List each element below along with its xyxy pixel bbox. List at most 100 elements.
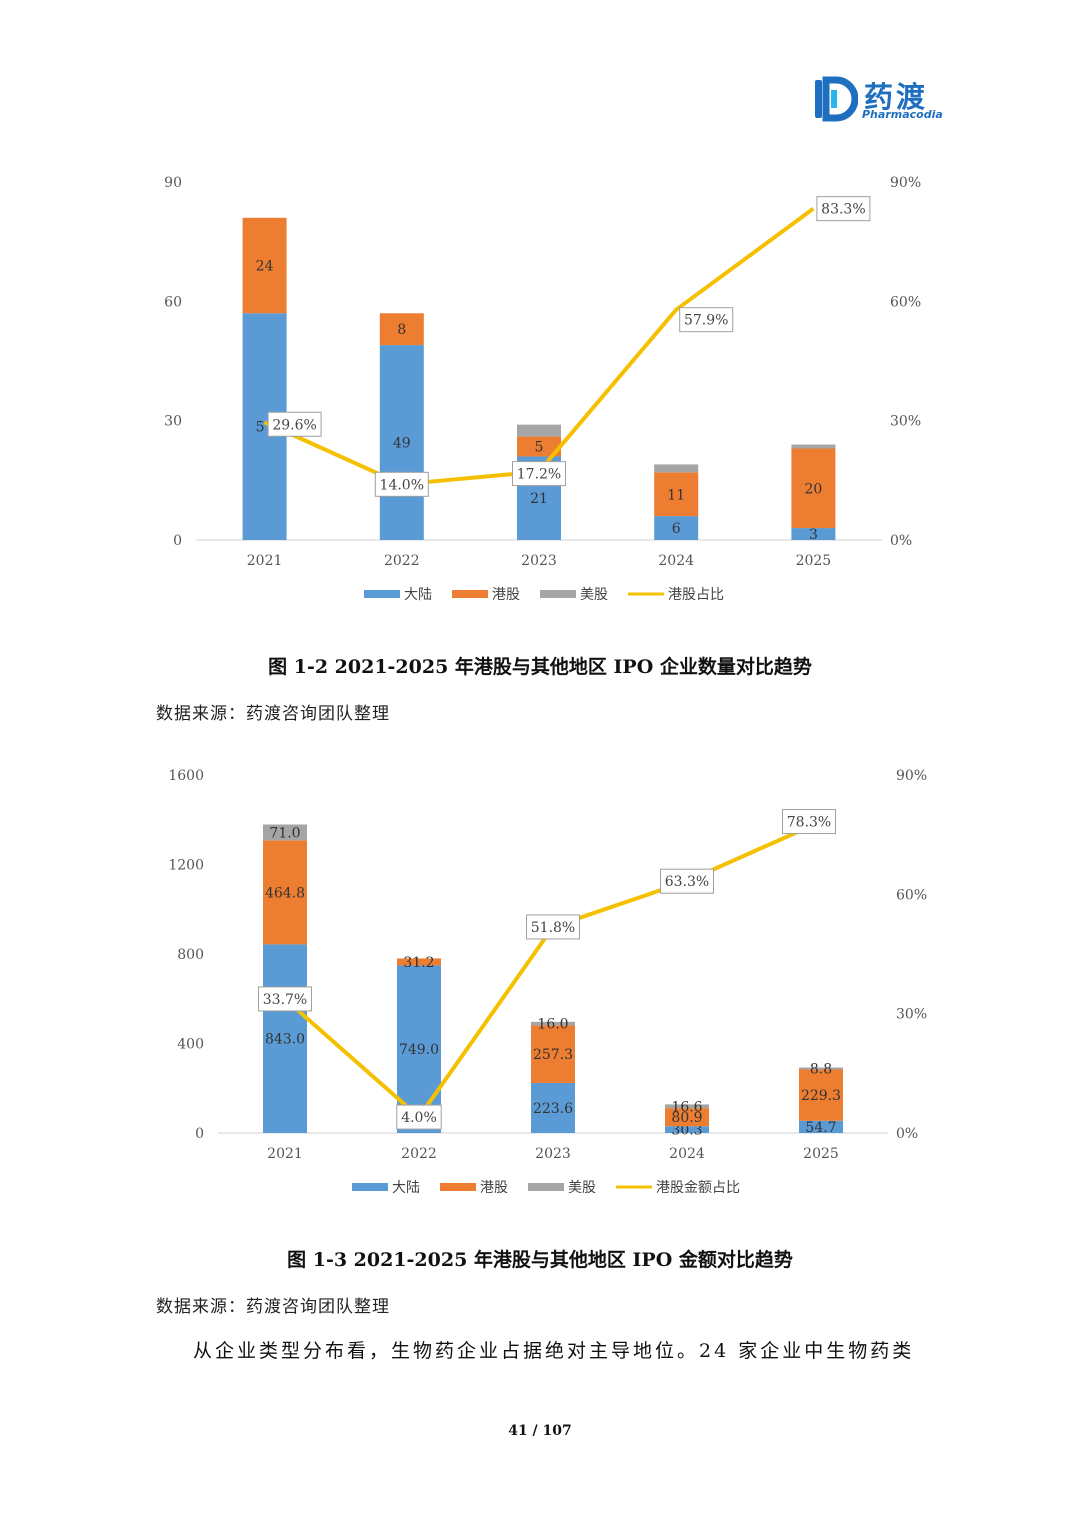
bar-data-label: 3 bbox=[809, 527, 818, 543]
bar-data-label: 49 bbox=[393, 436, 411, 452]
legend-label: 大陆 bbox=[404, 587, 432, 603]
ratio-label-box bbox=[396, 1104, 442, 1130]
y-tick-label: 1600 bbox=[168, 768, 204, 784]
legend-label: 港股 bbox=[492, 587, 520, 603]
x-tick-label: 2024 bbox=[669, 1146, 705, 1162]
x-tick-label: 2022 bbox=[384, 553, 420, 569]
bar-data-label: 11 bbox=[667, 487, 685, 503]
x-tick-label: 2021 bbox=[247, 553, 283, 569]
bar-data-label: 8.8 bbox=[810, 1061, 832, 1077]
bar-hk bbox=[242, 217, 287, 314]
ratio-label-box bbox=[267, 411, 322, 437]
legend-swatch bbox=[364, 590, 400, 598]
bar-us bbox=[531, 1021, 575, 1026]
ratio-label-box bbox=[374, 471, 429, 497]
ratio-label-box bbox=[816, 196, 871, 222]
x-tick-label: 2025 bbox=[796, 553, 832, 569]
legend-label: 港股金额占比 bbox=[656, 1180, 740, 1196]
bar-data-label: 749.0 bbox=[399, 1042, 439, 1058]
ratio-data-label: 17.2% bbox=[517, 467, 561, 483]
y2-tick-label: 60% bbox=[890, 294, 921, 310]
bar-data-label: 229.3 bbox=[801, 1088, 841, 1104]
bar-mainland bbox=[379, 345, 424, 540]
x-tick-label: 2023 bbox=[521, 553, 557, 569]
bar-hk bbox=[791, 448, 836, 529]
logo-mark-icon bbox=[815, 76, 859, 122]
bar-data-label: 6 bbox=[672, 521, 681, 537]
y-tick-label: 60 bbox=[164, 294, 182, 310]
bar-data-label: 31.2 bbox=[403, 955, 434, 971]
logo-name: 药渡 bbox=[864, 80, 929, 114]
legend-swatch bbox=[528, 1183, 564, 1191]
bar-data-label: 21 bbox=[530, 491, 548, 507]
y-tick-label: 800 bbox=[177, 947, 204, 963]
x-tick-label: 2023 bbox=[535, 1146, 571, 1162]
bar-data-label: 80.9 bbox=[671, 1110, 702, 1126]
legend-swatch bbox=[452, 590, 488, 598]
bar-data-label: 24 bbox=[256, 259, 274, 275]
bar-us bbox=[654, 464, 699, 473]
y2-tick-label: 30% bbox=[896, 1007, 927, 1023]
bar-hk bbox=[263, 840, 307, 945]
y-tick-label: 90 bbox=[164, 175, 182, 191]
figure-1-2-source: 数据来源：药渡咨询团队整理 bbox=[156, 704, 390, 724]
bar-data-label: 5 bbox=[535, 440, 544, 456]
bar-us bbox=[665, 1104, 709, 1109]
bar-hk bbox=[665, 1108, 709, 1127]
bar-mainland bbox=[654, 516, 699, 540]
ratio-data-label: 4.0% bbox=[401, 1110, 437, 1126]
page-number: 41 / 107 bbox=[508, 1423, 572, 1439]
ratio-data-label: 14.0% bbox=[380, 477, 424, 493]
ratio-label-box bbox=[679, 307, 734, 333]
ratio-label-box bbox=[660, 868, 714, 894]
bar-data-label: 71.0 bbox=[269, 825, 300, 841]
y-tick-label: 0 bbox=[173, 533, 182, 549]
bar-data-label: 464.8 bbox=[265, 885, 305, 901]
y2-tick-label: 90% bbox=[896, 768, 927, 784]
x-tick-label: 2024 bbox=[658, 553, 694, 569]
y2-tick-label: 60% bbox=[896, 887, 927, 903]
bar-data-label: 257.3 bbox=[533, 1047, 573, 1063]
bar-us bbox=[517, 424, 561, 437]
ratio-data-label: 29.6% bbox=[272, 417, 316, 433]
legend-label: 美股 bbox=[580, 587, 608, 603]
x-tick-label: 2022 bbox=[401, 1146, 437, 1162]
legend-swatch bbox=[352, 1183, 388, 1191]
legend-swatch bbox=[440, 1183, 476, 1191]
y2-tick-label: 0% bbox=[896, 1126, 918, 1142]
bar-mainland bbox=[799, 1120, 843, 1133]
legend-label: 港股占比 bbox=[668, 587, 724, 603]
bar-hk bbox=[799, 1069, 843, 1121]
ratio-data-label: 78.3% bbox=[787, 815, 831, 831]
bar-us bbox=[791, 444, 836, 449]
bar-data-label: 8 bbox=[397, 322, 406, 338]
y-tick-label: 400 bbox=[177, 1037, 204, 1053]
bar-data-label: 16.6 bbox=[671, 1099, 702, 1115]
ratio-label-box bbox=[512, 461, 566, 487]
bar-mainland bbox=[665, 1126, 709, 1133]
bar-data-label: 20 bbox=[804, 481, 822, 497]
logo-subtitle: Pharmacodia bbox=[862, 108, 943, 121]
body-paragraph: 从企业类型分布看，生物药企业占据绝对主导地位。24 家企业中生物药类 bbox=[193, 1340, 915, 1362]
ratio-label-box bbox=[782, 809, 836, 835]
y-tick-label: 30 bbox=[164, 414, 182, 430]
legend-label: 美股 bbox=[568, 1180, 596, 1196]
y2-tick-label: 30% bbox=[890, 414, 921, 430]
ratio-label-box bbox=[526, 914, 580, 940]
bar-us bbox=[799, 1067, 843, 1070]
pharmacodia-logo: 药渡 Pharmacodia bbox=[812, 74, 952, 130]
bar-hk bbox=[531, 1025, 575, 1083]
bar-data-label: 54.7 bbox=[805, 1120, 836, 1136]
legend-label: 港股 bbox=[480, 1180, 508, 1196]
bar-hk bbox=[397, 958, 441, 966]
bar-data-label: 843.0 bbox=[265, 1032, 305, 1048]
ratio-data-label: 83.3% bbox=[821, 202, 865, 218]
ratio-label-box bbox=[258, 986, 312, 1012]
legend-label: 大陆 bbox=[392, 1180, 420, 1196]
bar-data-label: 223.6 bbox=[533, 1101, 573, 1117]
ratio-data-label: 63.3% bbox=[665, 874, 709, 890]
ratio-data-label: 33.7% bbox=[263, 992, 307, 1008]
y2-tick-label: 90% bbox=[890, 175, 921, 191]
ratio-data-label: 51.8% bbox=[531, 920, 575, 936]
